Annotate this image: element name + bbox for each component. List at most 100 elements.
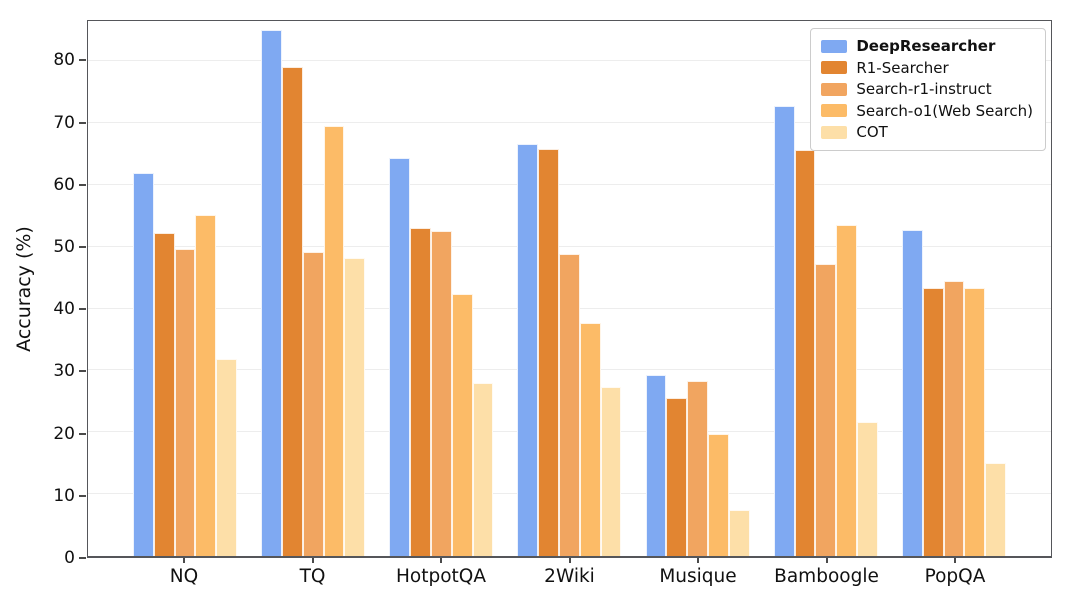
legend-swatch bbox=[821, 125, 848, 139]
gridline-80 bbox=[88, 60, 1051, 62]
bar-PopQA-Search-o1(Web Search) bbox=[964, 287, 986, 556]
y-tick-label: 50 bbox=[53, 237, 75, 258]
x-tick-mark bbox=[697, 558, 699, 563]
y-tick-0: 0 bbox=[64, 548, 86, 568]
legend-swatch bbox=[821, 104, 848, 118]
x-label-cell-HotpotQA: HotpotQA bbox=[389, 558, 493, 587]
x-label-cell-PopQA: PopQA bbox=[903, 558, 1007, 587]
y-tick-mark bbox=[79, 494, 86, 497]
y-tick-70: 70 bbox=[53, 113, 86, 133]
bar-groups bbox=[88, 21, 1051, 556]
y-tick-60: 60 bbox=[53, 175, 86, 195]
x-axis-category-label: PopQA bbox=[924, 566, 986, 587]
y-tick-label: 40 bbox=[53, 299, 75, 320]
x-label-cell-Musique: Musique bbox=[646, 558, 750, 587]
bar-Musique-COT bbox=[728, 510, 750, 556]
gridline-50 bbox=[88, 245, 1051, 247]
bar-HotpotQA-Search-r1-instruct bbox=[430, 231, 452, 556]
bar-HotpotQA-Search-o1(Web Search) bbox=[451, 293, 473, 556]
legend-swatch bbox=[821, 39, 848, 53]
y-tick-50: 50 bbox=[53, 237, 86, 257]
y-tick-mark bbox=[79, 432, 86, 435]
x-tick-mark bbox=[183, 558, 185, 563]
y-tick-label: 60 bbox=[53, 174, 75, 195]
y-axis-ticks: 0 10 20 30 40 50 60 70 80 bbox=[0, 20, 86, 568]
bar-2Wiki-COT bbox=[600, 387, 622, 556]
x-label-cell-Bamboogle: Bamboogle bbox=[774, 558, 879, 587]
y-tick-mark bbox=[79, 308, 86, 311]
y-tick-30: 30 bbox=[53, 361, 86, 381]
bar-Bamboogle-Search-o1(Web Search) bbox=[836, 224, 857, 556]
legend-label: DeepResearcher bbox=[856, 37, 996, 55]
y-tick-label: 80 bbox=[53, 50, 75, 71]
bar-2Wiki-Search-r1-instruct bbox=[559, 254, 580, 556]
y-tick-label: 0 bbox=[64, 548, 75, 568]
gridline-60 bbox=[88, 183, 1051, 185]
x-axis-category-label: HotpotQA bbox=[395, 566, 487, 587]
legend-row-DeepResearcher: DeepResearcher bbox=[821, 38, 1033, 55]
bar-group-PopQA bbox=[901, 21, 1006, 556]
legend-label: COT bbox=[856, 123, 888, 141]
bar-TQ-Search-o1(Web Search) bbox=[323, 126, 345, 556]
bar-PopQA-COT bbox=[985, 463, 1006, 556]
bar-Bamboogle-DeepResearcher bbox=[773, 105, 795, 556]
y-tick-mark bbox=[79, 183, 86, 186]
bar-HotpotQA-DeepResearcher bbox=[389, 158, 411, 556]
bar-NQ-R1-Searcher bbox=[153, 232, 175, 556]
legend-row-Search-r1-instruct: Search-r1-instruct bbox=[821, 81, 1033, 98]
bar-NQ-Search-r1-instruct bbox=[174, 248, 196, 556]
y-tick-label: 10 bbox=[53, 485, 75, 506]
x-label-cell-2Wiki: 2Wiki bbox=[518, 558, 622, 587]
bar-group-NQ bbox=[133, 21, 237, 556]
y-tick-mark bbox=[79, 557, 86, 559]
legend-row-Search-o1(Web Search): Search-o1(Web Search) bbox=[821, 102, 1033, 120]
bar-NQ-COT bbox=[216, 358, 237, 556]
y-tick-mark bbox=[79, 370, 86, 373]
y-tick-mark bbox=[79, 246, 86, 249]
y-tick-10: 10 bbox=[53, 486, 86, 506]
bar-Bamboogle-Search-r1-instruct bbox=[815, 264, 837, 556]
x-label-cell-NQ: NQ bbox=[132, 558, 236, 587]
legend: DeepResearcher R1-Searcher Search-r1-instr… bbox=[810, 28, 1046, 151]
y-tick-mark bbox=[79, 121, 86, 124]
bar-Musique-Search-r1-instruct bbox=[687, 380, 709, 556]
bar-Musique-Search-o1(Web Search) bbox=[708, 434, 729, 556]
bar-Bamboogle-COT bbox=[856, 422, 878, 556]
bar-Musique-R1-Searcher bbox=[666, 397, 688, 556]
x-axis-category-label: NQ bbox=[169, 566, 199, 587]
legend-swatch bbox=[821, 61, 848, 75]
y-tick-40: 40 bbox=[53, 299, 86, 319]
x-tick-mark bbox=[825, 558, 828, 563]
x-axis-category-label: Musique bbox=[659, 566, 737, 587]
bar-PopQA-Search-r1-instruct bbox=[943, 280, 965, 556]
bar-group-TQ bbox=[261, 21, 366, 556]
bar-PopQA-R1-Searcher bbox=[922, 287, 944, 556]
bar-TQ-DeepResearcher bbox=[261, 30, 282, 556]
bar-HotpotQA-COT bbox=[472, 383, 494, 556]
bar-TQ-COT bbox=[344, 257, 366, 556]
bar-2Wiki-R1-Searcher bbox=[538, 149, 560, 556]
x-tick-mark bbox=[311, 558, 314, 563]
y-tick-mark bbox=[79, 59, 86, 62]
y-tick-80: 80 bbox=[53, 50, 86, 70]
y-tick-label: 70 bbox=[53, 112, 75, 133]
gridline-70 bbox=[88, 122, 1051, 124]
bar-2Wiki-Search-o1(Web Search) bbox=[579, 322, 601, 556]
bar-Musique-DeepResearcher bbox=[645, 374, 667, 556]
x-axis-category-label: 2Wiki bbox=[544, 566, 595, 587]
x-axis-category-label: TQ bbox=[299, 566, 326, 587]
x-axis-labels: NQ TQ HotpotQA 2Wiki Musique Bamboogle PopQA bbox=[87, 558, 1052, 587]
x-tick-mark bbox=[440, 558, 442, 563]
y-tick-label: 20 bbox=[53, 423, 75, 444]
legend-row-R1-Searcher: R1-Searcher bbox=[821, 59, 1033, 77]
bar-2Wiki-DeepResearcher bbox=[517, 144, 539, 556]
y-tick-label: 30 bbox=[53, 361, 75, 382]
x-tick-mark bbox=[568, 558, 571, 563]
bar-group-Musique bbox=[645, 21, 750, 556]
legend-row-COT: COT bbox=[821, 124, 1033, 141]
bar-NQ-DeepResearcher bbox=[133, 173, 154, 556]
x-axis-category-label: Bamboogle bbox=[774, 566, 879, 587]
bar-PopQA-DeepResearcher bbox=[901, 230, 923, 556]
bar-group-HotpotQA bbox=[389, 21, 494, 556]
